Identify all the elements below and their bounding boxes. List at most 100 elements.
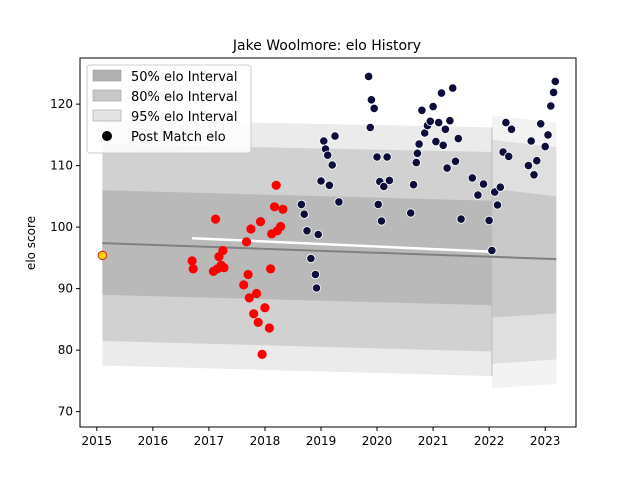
data-point-past-26 (275, 221, 286, 232)
data-point-recent-3 (306, 253, 316, 264)
data-point-past-27 (278, 204, 288, 214)
plot-frame (79, 57, 577, 428)
data-point-past-3 (211, 214, 221, 224)
data-point-recent-34 (425, 116, 435, 126)
data-point-recent-11 (324, 180, 334, 190)
data-point-recent-43 (448, 83, 458, 93)
y-axis-label: elo score (24, 216, 38, 270)
x-tick-label: 2022 (474, 434, 505, 448)
data-point-past-19 (260, 303, 270, 313)
x-tick-label: 2020 (362, 434, 393, 448)
legend: 50% elo Interval 80% elo Interval 95% elo … (86, 64, 252, 154)
data-point-past-11 (243, 269, 253, 280)
x-tick-label: 2015 (82, 434, 113, 448)
data-point-recent-57 (504, 151, 514, 161)
data-point-recent-42 (445, 116, 455, 126)
y-tick-label: 80 (58, 343, 73, 357)
data-point-recent-40 (440, 124, 450, 134)
data-point-past-13 (246, 224, 256, 234)
data-point-recent-44 (450, 156, 461, 166)
data-point-recent-62 (532, 156, 542, 166)
y-tick-label: 120 (50, 97, 73, 111)
data-point-recent-17 (366, 95, 376, 105)
data-point-recent-13 (330, 131, 340, 141)
data-point-recent-19 (372, 152, 382, 162)
legend-label-0: 50% elo Interval (131, 70, 238, 85)
legend-label-1: 80% elo Interval (131, 90, 238, 105)
data-point-past-18 (257, 349, 267, 359)
legend-box (86, 64, 252, 154)
x-tick-label: 2016 (138, 434, 169, 448)
data-point-recent-48 (473, 190, 483, 200)
data-point-recent-2 (302, 226, 312, 236)
chart-title: Jake Woolmore: elo History (232, 38, 421, 54)
band-50-recent (491, 188, 557, 318)
data-point-recent-35 (428, 102, 438, 112)
data-point-recent-12 (327, 160, 337, 170)
mean-elo-line (102, 242, 557, 261)
data-point-recent-65 (543, 130, 553, 140)
data-point-recent-25 (384, 175, 394, 185)
data-point-recent-58 (506, 124, 517, 134)
plot-content (97, 71, 560, 389)
legend-swatch-1 (92, 89, 122, 102)
band-95-recent (491, 115, 557, 389)
data-point-past-14 (249, 309, 259, 319)
data-point-past-7 (218, 245, 228, 256)
x-tick-label: 2018 (250, 434, 281, 448)
data-point-past-8 (219, 263, 229, 273)
y-axis: 70 80 90 100 110 120 (50, 97, 80, 419)
y-tick-label: 110 (50, 159, 73, 173)
data-point-recent-66 (546, 101, 556, 111)
data-point-recent-63 (536, 119, 546, 129)
data-point-past-0 (187, 256, 197, 266)
data-point-recent-26 (406, 208, 416, 218)
data-point-recent-50 (484, 215, 494, 225)
data-point-recent-47 (467, 173, 477, 183)
series-past-points (187, 180, 288, 359)
data-point-past-9 (239, 280, 249, 290)
data-point-past-23 (269, 202, 280, 212)
data-point-recent-68 (550, 76, 560, 87)
data-point-past-15 (251, 288, 262, 299)
data-point-recent-46 (456, 214, 466, 224)
data-point-recent-67 (548, 87, 559, 98)
data-point-recent-59 (523, 161, 534, 171)
data-point-recent-54 (495, 182, 505, 192)
data-point-recent-6 (313, 229, 323, 240)
data-point-recent-5 (311, 283, 322, 293)
initial-elo-point (97, 250, 108, 261)
band-80-recent (491, 139, 557, 364)
y-tick-label: 90 (58, 282, 73, 296)
legend-swatch-2 (92, 109, 122, 122)
band-50-historical (102, 190, 492, 306)
data-point-recent-56 (501, 118, 511, 128)
data-point-recent-28 (411, 158, 421, 168)
data-point-recent-4 (310, 269, 320, 280)
data-point-past-24 (271, 180, 281, 190)
data-point-past-10 (241, 237, 252, 247)
data-point-recent-53 (492, 200, 503, 210)
data-point-recent-36 (431, 137, 441, 147)
y-tick-label: 70 (58, 405, 73, 419)
data-point-recent-49 (478, 179, 489, 189)
data-point-past-12 (244, 293, 254, 303)
data-point-recent-51 (487, 245, 497, 256)
data-point-recent-10 (323, 150, 333, 160)
x-tick-label: 2017 (194, 434, 225, 448)
data-point-recent-39 (438, 140, 448, 150)
current-elo-line (192, 236, 492, 253)
data-point-recent-14 (334, 197, 344, 207)
data-point-recent-15 (363, 71, 374, 82)
data-point-recent-60 (526, 136, 536, 146)
x-tick-label: 2019 (306, 434, 337, 448)
data-point-recent-38 (436, 88, 447, 98)
data-point-recent-41 (442, 163, 452, 173)
data-point-recent-30 (414, 139, 424, 149)
data-point-past-1 (188, 264, 198, 274)
legend-swatch-0 (92, 69, 122, 82)
data-point-recent-45 (453, 134, 463, 144)
data-point-recent-22 (376, 216, 387, 226)
x-tick-label: 2021 (418, 434, 449, 448)
